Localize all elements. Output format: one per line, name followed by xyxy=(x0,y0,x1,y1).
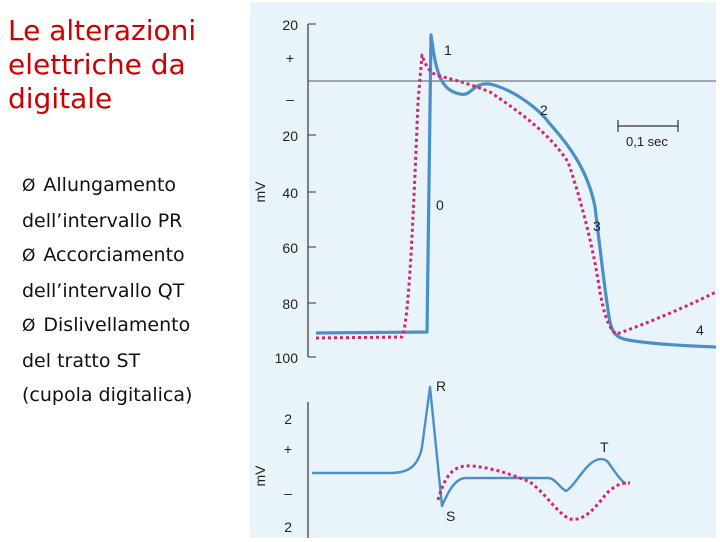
bullet-list: Ø Allungamento dell’intervallo PR Ø Accorc… xyxy=(22,168,250,413)
ap-tick-label: 80 xyxy=(282,296,298,312)
arrow-bullet-icon: Ø xyxy=(22,316,36,336)
normal-ap-trace xyxy=(315,33,717,349)
ecg-axis-unit: mV xyxy=(252,465,268,487)
bullet-text-continuation: dell’intervallo PR xyxy=(22,209,183,232)
bullet-item: Ø Allungamento xyxy=(22,168,250,204)
bullet-text-continuation: (cupola digitalica) xyxy=(22,384,193,406)
digitalis-ap-trace xyxy=(315,53,717,340)
title-line: elettriche da xyxy=(8,48,186,81)
slide-title: Le alterazioni elettriche da digitale xyxy=(8,14,244,116)
ap-tick-label: 60 xyxy=(282,240,298,256)
phase-label: 1 xyxy=(444,42,452,58)
ecg-tick-label: + xyxy=(284,441,292,457)
figure-svg: 20 + – 20 40 60 80 100 mV 0,1 sec 1 2 0 … xyxy=(252,17,717,538)
normal-ecg-trace xyxy=(312,385,627,508)
action-potential-panel: 20 + – 20 40 60 80 100 mV 0,1 sec 1 2 0 … xyxy=(252,17,717,366)
phase-label: 2 xyxy=(540,102,548,118)
ap-tick-label: + xyxy=(286,50,294,66)
scale-bar-label: 0,1 sec xyxy=(626,134,668,149)
digitalis-ecg-trace xyxy=(436,464,631,521)
arrow-bullet-icon: Ø xyxy=(22,176,36,196)
bullet-text: Allungamento xyxy=(43,174,177,196)
phase-label: 3 xyxy=(593,218,601,234)
bullet-text-continuation: del tratto ST xyxy=(22,349,141,372)
ap-tick-label: 20 xyxy=(282,17,298,33)
ap-tick-label: – xyxy=(286,91,294,107)
ecg-tick-label: 2 xyxy=(284,411,292,427)
bullet-text: Dislivellamento xyxy=(43,314,191,336)
bullet-text: Accorciamento xyxy=(43,244,185,266)
figure-panel: 20 + – 20 40 60 80 100 mV 0,1 sec 1 2 0 … xyxy=(250,2,717,538)
bullet-text-continuation: dell’intervallo QT xyxy=(22,279,185,302)
wave-label: T xyxy=(600,439,609,455)
ap-tick-label: 40 xyxy=(282,185,298,201)
bullet-item: Ø Accorciamento xyxy=(22,238,250,274)
wave-label: S xyxy=(446,508,455,524)
ap-tick-label: 20 xyxy=(282,128,298,144)
ecg-tick-label: 2 xyxy=(284,519,292,535)
ecg-panel: 2 + – 2 mV R T S xyxy=(252,378,631,538)
title-line: digitale xyxy=(8,82,113,115)
phase-label: 4 xyxy=(696,322,704,338)
wave-label: R xyxy=(436,378,446,394)
ecg-tick-label: – xyxy=(284,485,292,501)
bullet-item: Ø Dislivellamento xyxy=(22,308,250,344)
phase-label: 0 xyxy=(436,197,444,213)
title-line: Le alterazioni xyxy=(8,14,197,47)
arrow-bullet-icon: Ø xyxy=(22,246,36,266)
ap-tick-label: 100 xyxy=(275,350,299,366)
ap-axis-unit: mV xyxy=(252,181,268,203)
